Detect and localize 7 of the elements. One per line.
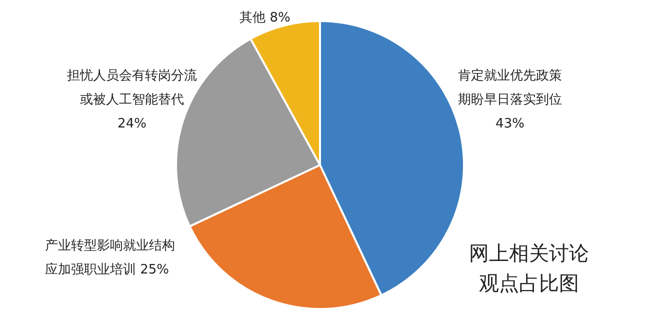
text: 网上相关讨论观点占比图 bbox=[468, 240, 590, 297]
data-label: 24% bbox=[118, 116, 146, 132]
slice-label: 产业转型影响就业结构应加强职业培训 25% bbox=[45, 238, 175, 278]
slice-label: 其他 8% bbox=[240, 10, 290, 26]
data-label: 43% bbox=[496, 116, 524, 132]
slice-label: 担忧人员会有转岗分流或被人工智能替代 bbox=[67, 67, 197, 108]
slice-label: 肯定就业优先政策期盼早日落实到位 bbox=[458, 68, 562, 108]
